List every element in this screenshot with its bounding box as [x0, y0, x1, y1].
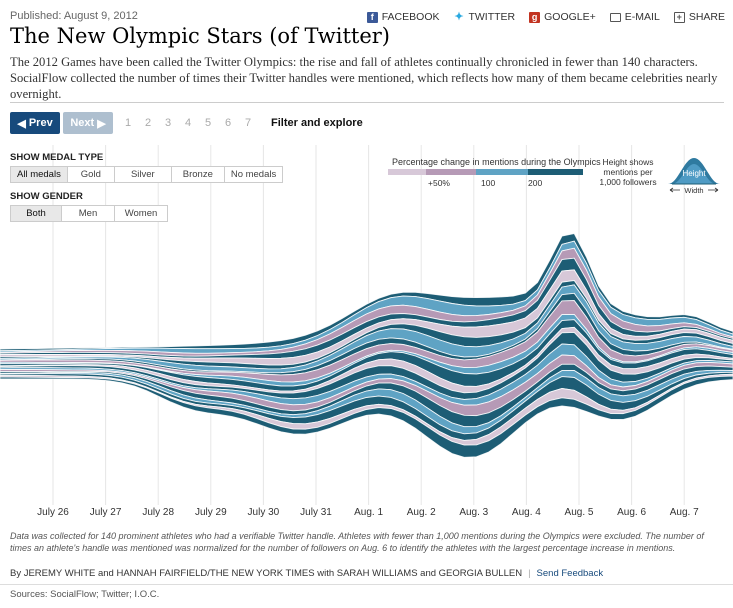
x-tick-label: July 26: [37, 507, 69, 518]
page-title: The New Olympic Stars (of Twitter): [10, 24, 390, 48]
glyph-height-label: Height: [682, 169, 706, 178]
prev-button[interactable]: ◀ Prev: [10, 112, 60, 134]
facebook-icon: f: [366, 11, 378, 23]
legend-ticks: +50% 100 200: [388, 176, 583, 190]
legend-swatch: [388, 169, 426, 175]
email-share[interactable]: E-MAIL: [609, 11, 660, 23]
medal-option-silver[interactable]: Silver: [113, 167, 171, 182]
medal-filter-label: SHOW MEDAL TYPE: [10, 152, 104, 163]
gender-filter-label: SHOW GENDER: [10, 191, 83, 202]
gender-filter: SHOW GENDER Both Men Women: [10, 191, 168, 222]
medal-option-all[interactable]: All medals: [11, 167, 67, 182]
x-tick-label: Aug. 4: [511, 507, 541, 518]
googleplus-icon: g: [529, 11, 541, 23]
x-tick-label: Aug. 6: [617, 507, 647, 518]
athlete-streams: [0, 232, 733, 458]
page-link[interactable]: 3: [165, 117, 172, 129]
medal-filter: SHOW MEDAL TYPE All medals Gold Silver B…: [10, 152, 284, 183]
x-axis: July 26 July 27 July 28 July 29 July 30 July …: [0, 507, 733, 523]
share-bar: f FACEBOOK ✦ TWITTER g GOOGLE+ E-MAIL + SHAR…: [353, 11, 725, 23]
legend-swatch: [528, 169, 583, 175]
x-tick-label: Aug. 3: [459, 507, 489, 518]
streamgraph: [0, 145, 733, 505]
more-share[interactable]: + SHARE: [673, 11, 725, 23]
x-tick-label: July 30: [247, 507, 280, 518]
legend-swatch: [476, 169, 528, 175]
medal-option-gold[interactable]: Gold: [66, 167, 114, 182]
x-tick-label: Aug. 1: [354, 507, 384, 518]
athlete-stream: [0, 375, 733, 458]
footnote: Data was collected for 140 prominent ath…: [10, 531, 704, 553]
sources: Sources: SocialFlow; Twitter; I.O.C.: [10, 589, 160, 600]
page-link[interactable]: 1: [125, 117, 132, 129]
googleplus-share[interactable]: g GOOGLE+: [529, 11, 596, 23]
legend-color-bar: [388, 169, 583, 175]
height-note: Height shows mentions per 1,000 follower…: [599, 157, 657, 187]
gender-option-both[interactable]: Both: [11, 206, 61, 221]
page-link[interactable]: 2: [145, 117, 152, 129]
twitter-icon: ✦: [454, 10, 464, 23]
x-tick-label: Aug. 7: [669, 507, 699, 518]
height-width-glyph: Height Width: [668, 158, 720, 195]
email-icon: [609, 13, 621, 22]
legend-tick: +50%: [428, 178, 450, 188]
x-tick-label: July 28: [142, 507, 175, 518]
legend-tick: 200: [528, 178, 543, 188]
gender-option-women[interactable]: Women: [114, 206, 167, 221]
page-list: 1 2 3 4 5 6 7: [125, 117, 265, 129]
byline-text: By JEREMY WHITE and HANNAH FAIRFIELD/THE…: [10, 568, 523, 579]
facebook-share[interactable]: f FACEBOOK: [366, 11, 439, 23]
x-tick-label: July 27: [89, 507, 122, 518]
step-nav: ◀ Prev Next ▶ 1 2 3 4 5 6 7 Filter and e…: [10, 112, 363, 134]
send-feedback-link[interactable]: Send Feedback: [536, 568, 604, 579]
x-tick-label: Aug. 2: [406, 507, 436, 518]
filter-explore-link[interactable]: Filter and explore: [271, 117, 363, 129]
page-link[interactable]: 5: [205, 117, 212, 129]
plus-icon: +: [673, 11, 685, 23]
intro-text: The 2012 Games have been called the Twit…: [10, 55, 718, 101]
twitter-share[interactable]: ✦ TWITTER: [454, 10, 516, 23]
x-tick-label: July 29: [194, 507, 227, 518]
triangle-left-icon: ◀: [17, 117, 29, 130]
gender-segmented: Both Men Women: [10, 205, 168, 222]
legend-title: Percentage change in mentions during the…: [392, 157, 601, 167]
glyph-width-label: Width: [684, 186, 703, 195]
x-tick-label: July 31: [300, 507, 332, 518]
divider: [10, 102, 724, 103]
x-tick-label: Aug. 5: [564, 507, 594, 518]
gender-option-men[interactable]: Men: [61, 206, 114, 221]
triangle-right-icon: ▶: [94, 117, 106, 130]
legend-tick: 100: [481, 178, 496, 188]
medal-option-none[interactable]: No medals: [223, 167, 282, 182]
medal-segmented: All medals Gold Silver Bronze No medals: [10, 166, 284, 183]
page-link[interactable]: 4: [185, 117, 192, 129]
divider: [0, 584, 733, 585]
next-button[interactable]: Next ▶: [63, 112, 113, 134]
published-date: Published: August 9, 2012: [10, 10, 138, 22]
medal-option-bronze[interactable]: Bronze: [170, 167, 224, 182]
page-link[interactable]: 7: [245, 117, 252, 129]
legend-swatch: [426, 169, 476, 175]
byline: By JEREMY WHITE and HANNAH FAIRFIELD/THE…: [10, 568, 604, 579]
page-link[interactable]: 6: [225, 117, 232, 129]
